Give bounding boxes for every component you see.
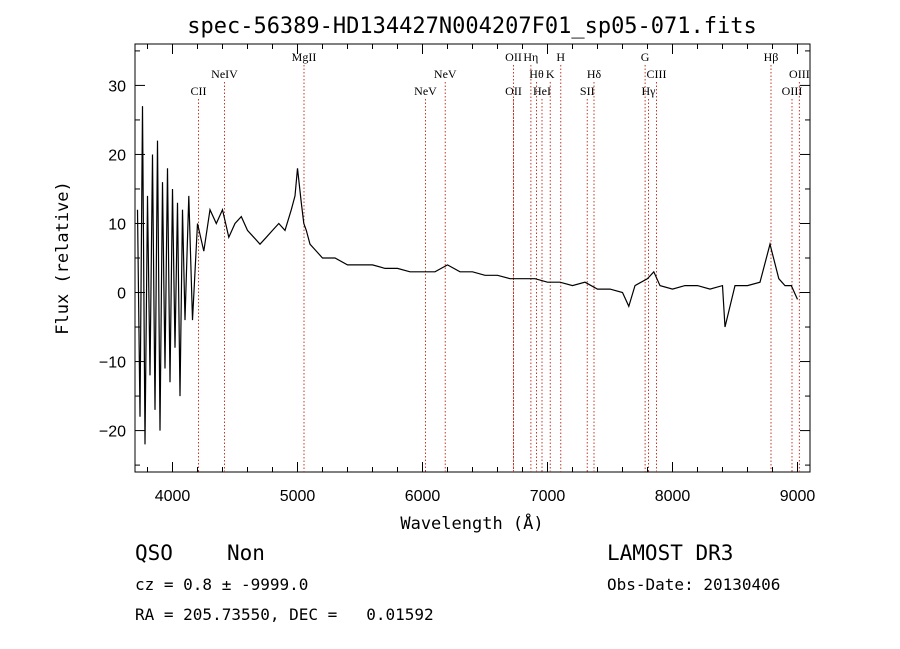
- marker-label: Hδ: [587, 67, 602, 81]
- spectrum-line: [136, 106, 799, 445]
- obs-date: Obs-Date: 20130406: [607, 575, 780, 594]
- x-tick-label: 7000: [530, 488, 566, 505]
- marker-label: H: [556, 50, 565, 64]
- marker-label: HeI: [533, 84, 551, 98]
- x-tick-label: 4000: [155, 488, 191, 505]
- redshift-text: cz = 0.8 ± -9999.0: [135, 575, 308, 594]
- plot-frame: [134, 43, 811, 473]
- y-tick-label: −20: [99, 424, 126, 441]
- y-tick-label: 0: [117, 286, 126, 303]
- marker-label: NeIV: [211, 67, 238, 81]
- coordinates: RA = 205.73550, DEC = 0.01592: [135, 605, 434, 624]
- x-axis-label: Wavelength (Å): [400, 512, 543, 534]
- x-tick-label: 9000: [780, 488, 816, 505]
- y-tick-label: −10: [99, 355, 126, 372]
- object-class: QSO: [135, 541, 173, 565]
- marker-label: NeV: [434, 67, 457, 81]
- y-axis-label: Flux (relative): [53, 181, 73, 335]
- marker-label: MgII: [292, 50, 317, 64]
- marker-label: G: [641, 50, 650, 64]
- marker-label: CIII: [647, 67, 667, 81]
- marker-label: OIII: [789, 67, 810, 81]
- marker-label: OII: [505, 50, 522, 64]
- series-group: [136, 106, 799, 445]
- x-tick-label: 8000: [655, 488, 691, 505]
- marker-label: Hθ: [529, 67, 544, 81]
- marker-label: Hβ: [764, 50, 779, 64]
- marker-label: NeV: [414, 84, 437, 98]
- marker-label: Hγ: [642, 84, 657, 98]
- object-subclass: Non: [227, 541, 265, 565]
- marker-label: OIII: [782, 84, 803, 98]
- chart-title: spec-56389-HD134427N004207F01_sp05-071.f…: [187, 14, 757, 39]
- marker-label: SII: [580, 84, 595, 98]
- line-markers: CIINeIVMgIINeVNeVOIIOIIHηHθHeIKHSIIHδGHγ…: [191, 50, 810, 472]
- marker-label: CII: [191, 84, 207, 98]
- survey-name: LAMOST DR3: [607, 541, 733, 565]
- y-tick-label: 30: [108, 78, 126, 95]
- axes: 4000 5000 6000 7000 8000 9000 −20 −10 0 10 20 30: [99, 44, 816, 505]
- y-tick-label: 20: [108, 147, 126, 164]
- marker-label: OII: [505, 84, 522, 98]
- y-tick-label: 10: [108, 216, 126, 233]
- marker-label: Hη: [523, 50, 538, 64]
- x-tick-label: 6000: [405, 488, 441, 505]
- marker-label: K: [546, 67, 555, 81]
- x-tick-label: 5000: [280, 488, 316, 505]
